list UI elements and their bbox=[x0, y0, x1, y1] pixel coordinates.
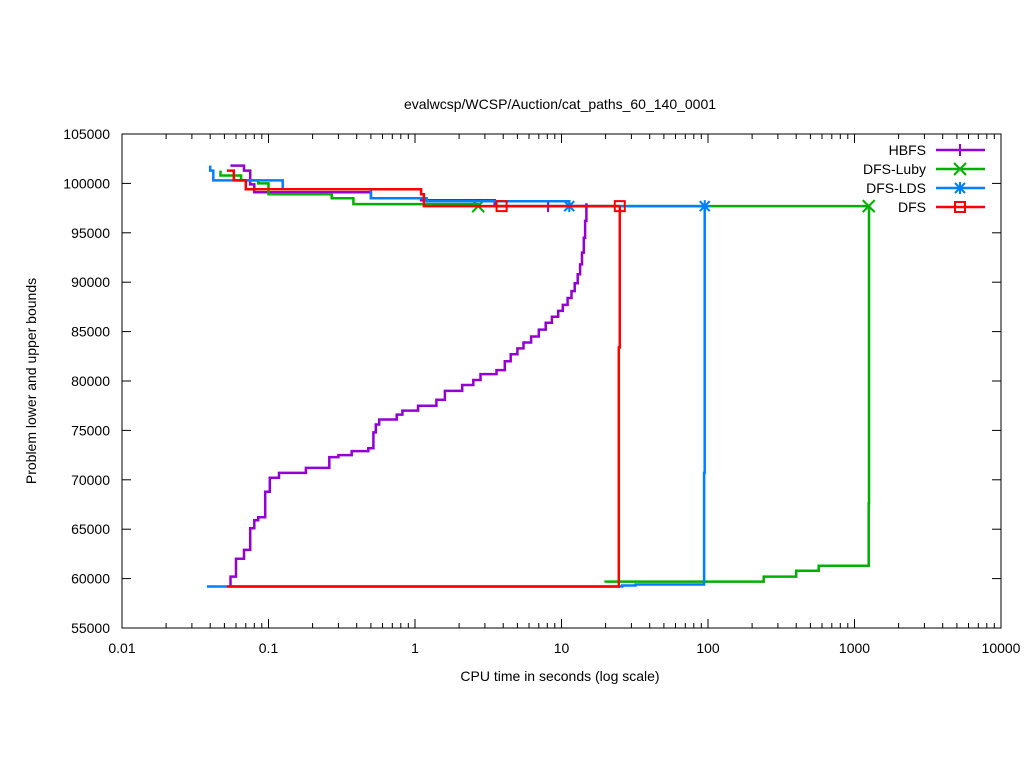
y-tick-label: 105000 bbox=[63, 126, 110, 142]
legend-entry: DFS-LDS bbox=[866, 180, 985, 196]
x-tick-label: 100 bbox=[696, 640, 720, 656]
chart-title: evalwcsp/WCSP/Auction/cat_paths_60_140_0… bbox=[404, 96, 716, 112]
y-tick-label: 90000 bbox=[71, 274, 110, 290]
y-tick-label: 75000 bbox=[71, 422, 110, 438]
data-point-marker bbox=[861, 199, 876, 213]
y-tick-label: 65000 bbox=[71, 521, 110, 537]
legend-marker bbox=[953, 162, 967, 176]
x-tick-label: 10 bbox=[554, 640, 570, 656]
series-dfs-luby-lower-bound bbox=[604, 206, 871, 583]
y-axis-label: Problem lower and upper bounds bbox=[23, 278, 39, 484]
y-tick-label: 60000 bbox=[71, 571, 110, 587]
x-tick-label: 10000 bbox=[982, 640, 1021, 656]
x-tick-label: 1 bbox=[411, 640, 419, 656]
legend-marker bbox=[954, 182, 966, 194]
x-axis-label: CPU time in seconds (log scale) bbox=[460, 668, 659, 684]
x-tick-label: 1000 bbox=[839, 640, 870, 656]
data-point-marker bbox=[495, 200, 508, 213]
x-tick-label: 0.01 bbox=[108, 640, 135, 656]
legend-marker bbox=[954, 201, 966, 213]
series-dfs-luby-upper-bound bbox=[219, 170, 869, 208]
y-tick-label: 55000 bbox=[71, 620, 110, 636]
legend-entry: DFS-Luby bbox=[863, 161, 985, 177]
data-point-marker bbox=[698, 200, 711, 213]
y-tick-label: 100000 bbox=[63, 175, 110, 191]
series-dfs-lower-bound bbox=[226, 206, 622, 588]
series-dfs-lds-lower-bound bbox=[206, 206, 706, 588]
legend-label: DFS-LDS bbox=[866, 180, 926, 196]
series-dfs bbox=[226, 169, 626, 588]
legend-label: DFS bbox=[898, 199, 926, 215]
x-tick-label: 0.1 bbox=[259, 640, 279, 656]
legend-label: DFS-Luby bbox=[863, 161, 926, 177]
legend-entry: HBFS bbox=[889, 142, 985, 158]
data-point-marker bbox=[613, 200, 626, 213]
y-tick-label: 95000 bbox=[71, 225, 110, 241]
y-tick-label: 70000 bbox=[71, 472, 110, 488]
legend-marker bbox=[954, 144, 966, 156]
axes: 55000 60000 65000 70000 75000 80000 85000 90000… bbox=[63, 126, 1020, 656]
legend-entry: DFS bbox=[898, 199, 985, 215]
series-hbfs-lower-bound bbox=[229, 203, 588, 587]
y-tick-label: 80000 bbox=[71, 373, 110, 389]
plot-area bbox=[206, 164, 876, 588]
legend: HBFS DFS-Luby DFS-LDS DFS bbox=[863, 142, 985, 215]
series-dfs-upper-bound bbox=[226, 169, 620, 208]
y-tick-label: 85000 bbox=[71, 324, 110, 340]
legend-label: HBFS bbox=[889, 142, 926, 158]
